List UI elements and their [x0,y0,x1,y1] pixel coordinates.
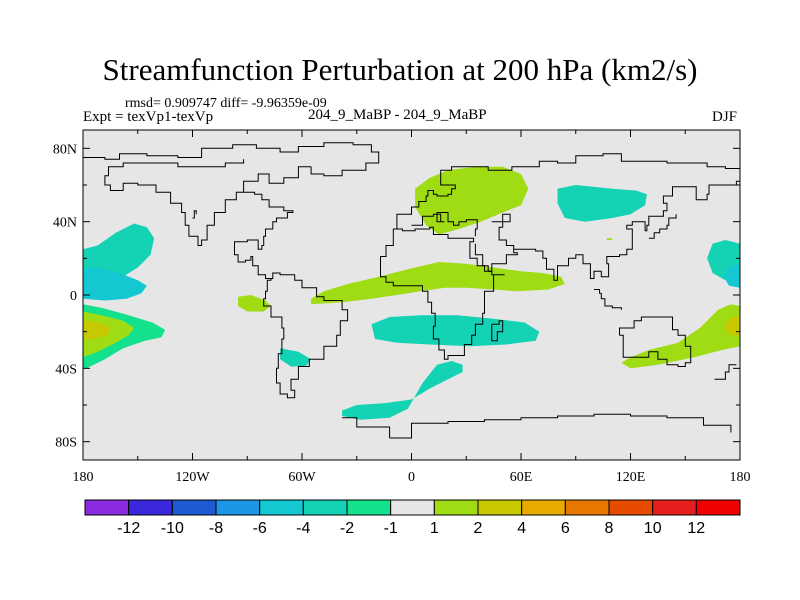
y-tick-label: 40S [55,362,77,377]
coastline-7 [380,226,505,360]
colorbar-label: 12 [687,520,705,537]
contour-region-8 [723,317,740,336]
contour-region-9 [280,348,312,367]
x-tick-label: 60W [288,470,316,485]
colorbar: -12 -10 -8 -6 -4 -2 -1 1 2 4 6 8 10 12 [84,499,741,537]
contour-region-3 [723,263,740,288]
coastline-13 [619,316,692,367]
x-tick-label: 180 [730,470,751,485]
x-tick-label: 60E [510,470,533,485]
y-tick-label: 80S [55,436,77,451]
colorbar-swatch-12 [608,499,654,516]
coastline-2 [234,191,349,399]
colorbar-label: 6 [561,520,570,537]
comparison-label: 204_9_MaBP - 204_9_MaBP [308,107,487,123]
colorbar-swatch-13 [652,499,697,516]
coastlines [83,142,740,439]
coastline-3 [389,413,732,439]
colorbar-swatch-10 [521,499,566,516]
colorbar-swatch-8 [433,499,479,516]
contour-region-16 [342,361,463,420]
colorbar-swatch-0 [84,499,130,516]
colorbar-label: -4 [296,520,310,537]
experiment-label: Expt = texVp1-texVp [83,109,214,125]
coastline-1 [104,159,312,246]
colorbar-swatch-14 [695,499,741,516]
colorbar-swatch-6 [346,499,392,516]
colorbar-swatch-9 [477,499,523,516]
contour-region-10 [238,295,271,312]
colorbar-label: 1 [430,520,439,537]
coastline-9 [474,213,518,272]
coastline-4 [342,417,391,438]
axis-ticks: 180 120W 60W 0 60E 120E 180 80N 40N 0 40S 80S [53,130,751,485]
contour-region-14 [606,238,613,240]
colorbar-label: 8 [605,520,614,537]
coastline-12 [594,289,622,310]
x-tick-label: 0 [408,470,415,485]
coastline-14 [714,364,737,380]
colorbar-label: -12 [117,520,140,537]
coastline-0 [83,142,380,177]
colorbar-swatch-5 [302,499,348,516]
contour-regions [83,166,740,420]
colorbar-label: -8 [209,520,223,537]
colorbar-label: 10 [644,520,662,537]
x-tick-label: 180 [73,470,94,485]
stats-label: rmsd= 0.909747 diff= -9.96359e-09 [125,96,327,111]
colorbar-label: 2 [474,520,483,537]
x-tick-label: 120W [175,470,210,485]
y-tick-label: 80N [53,142,77,157]
contour-region-11 [415,166,529,235]
colorbar-swatch-11 [564,499,610,516]
y-tick-label: 0 [70,289,77,304]
colorbar-label: -1 [384,520,398,537]
x-tick-label: 120E [616,470,646,485]
colorbar-label: -6 [253,520,267,537]
colorbar-swatch-3 [215,499,261,516]
coastline-6 [393,153,740,230]
colorbar-label: -2 [340,520,354,537]
coastline-8 [411,212,478,237]
plot-background [83,130,740,460]
colorbar-label: -10 [161,520,184,537]
chart-title: Streamfunction Perturbation at 200 hPa (… [102,52,698,87]
colorbar-swatch-1 [128,499,173,516]
colorbar-label: 4 [517,520,526,537]
contour-region-13 [557,185,647,222]
y-tick-label: 40N [53,216,77,231]
coastline-15 [491,320,504,342]
colorbar-swatch-4 [259,499,304,516]
contour-region-12 [311,262,565,305]
coastline-5 [192,210,197,219]
contour-region-6 [83,320,111,339]
colorbar-swatch-7 [390,499,435,516]
season-label: DJF [712,109,738,125]
contour-region-1 [83,267,147,301]
coastline-11 [648,214,677,239]
coastline-10 [513,175,740,281]
colorbar-swatch-2 [171,499,217,516]
